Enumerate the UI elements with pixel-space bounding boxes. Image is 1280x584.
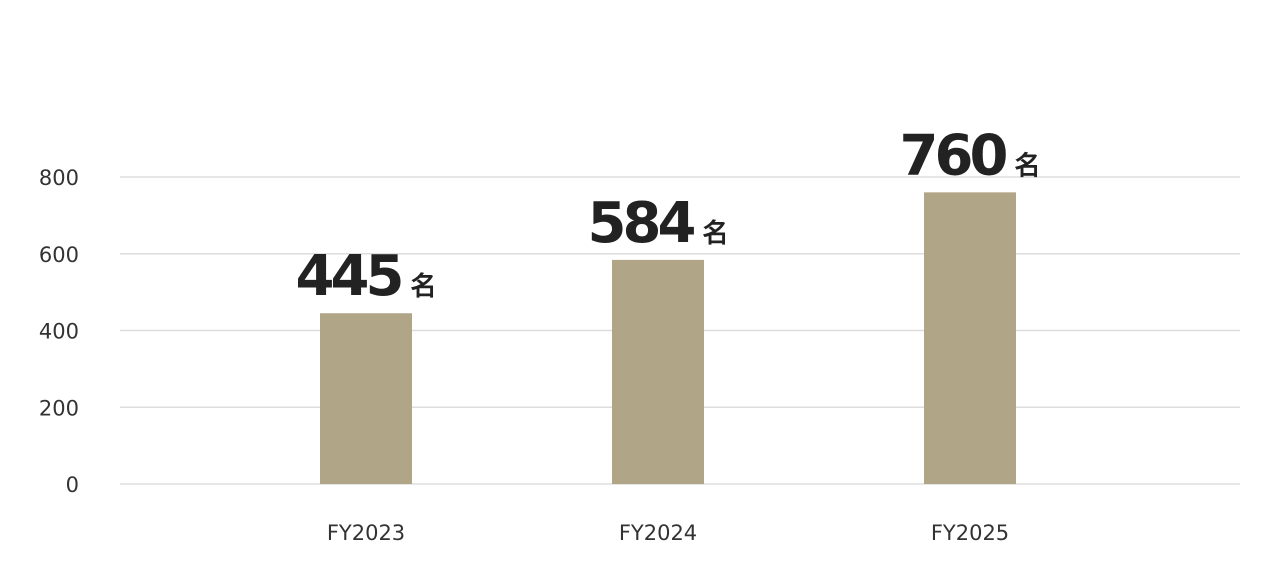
bar-value-number: 760 bbox=[900, 123, 1007, 188]
bar bbox=[320, 313, 412, 484]
bar bbox=[612, 259, 704, 484]
bar-value-unit: 名 bbox=[702, 218, 728, 249]
y-tick-label: 0 bbox=[66, 473, 79, 497]
y-tick-label: 200 bbox=[39, 396, 79, 420]
x-category-label: FY2023 bbox=[327, 521, 405, 545]
bar-value-unit: 名 bbox=[1014, 150, 1040, 181]
y-tick-label: 400 bbox=[39, 320, 79, 344]
y-axis-tick-labels: 0 200 400 600 800 bbox=[39, 166, 79, 497]
bar-value-label: 760 名 bbox=[900, 123, 1041, 188]
bar-value-label: 584 名 bbox=[588, 191, 729, 256]
bar bbox=[924, 192, 1016, 484]
y-tick-label: 600 bbox=[39, 243, 79, 267]
bar-value-number: 584 bbox=[588, 191, 695, 256]
bars bbox=[320, 192, 1016, 484]
bar-value-unit: 名 bbox=[410, 271, 436, 302]
y-tick-label: 800 bbox=[39, 166, 79, 190]
bar-value-label: 445 名 bbox=[296, 244, 437, 309]
x-category-label: FY2025 bbox=[931, 521, 1009, 545]
x-category-label: FY2024 bbox=[619, 521, 697, 545]
x-axis-category-labels: FY2023 FY2024 FY2025 bbox=[327, 521, 1009, 545]
bar-value-number: 445 bbox=[296, 244, 402, 309]
